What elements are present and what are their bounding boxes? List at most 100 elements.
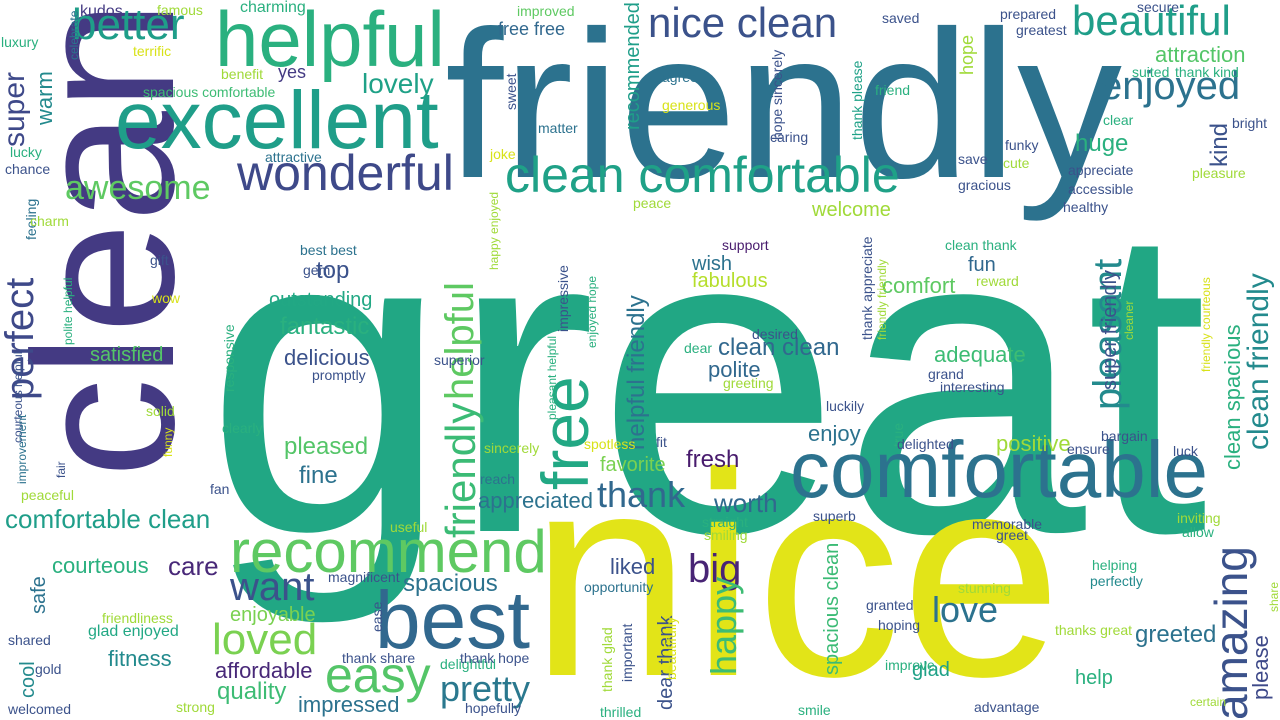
word-greet: greet (996, 527, 1028, 543)
word-advantage: advantage (974, 699, 1040, 715)
word-satisfied: satisfied (90, 344, 164, 366)
word-hope: hope (957, 34, 977, 75)
word-super-friendly: super friendly (1099, 269, 1121, 390)
word-hoping: hoping (878, 617, 921, 633)
word-hope-sincerely: hope sincerely (769, 49, 785, 140)
word-gracious: gracious (958, 177, 1011, 193)
word-appreciated: appreciated (478, 488, 593, 513)
word-helpful: helpful (215, 0, 445, 83)
word-glad: glad (912, 659, 950, 681)
word-funky: funky (1005, 137, 1039, 153)
word-thank-kind: thank kind (1175, 64, 1239, 80)
word-reward: reward (976, 273, 1019, 289)
word-spacious: spacious (403, 570, 498, 597)
word-accessible: accessible (1068, 181, 1134, 197)
word-glad-enjoyed: glad enjoyed (88, 623, 179, 640)
word-funny: funny (161, 427, 175, 457)
word-caring: caring (770, 129, 809, 145)
word-care: care (168, 551, 219, 581)
word-granted: granted (866, 597, 914, 613)
word-polite: polite (708, 357, 761, 382)
word-fresh: fresh (686, 446, 740, 473)
word-welcomed: welcomed (8, 701, 72, 717)
word-free: free (528, 376, 602, 490)
word-help: help (1075, 667, 1113, 689)
word-thank-share: thank share (342, 650, 416, 666)
word-terrific: terrific (133, 43, 172, 59)
word-hopefully: hopefully (465, 700, 522, 716)
word-easy: easy (325, 647, 431, 703)
word-prepared: prepared (1000, 6, 1057, 22)
word-gem: gem (303, 262, 331, 278)
word-loved: loved (212, 615, 318, 664)
word-adequate: adequate (934, 342, 1026, 367)
word-opportunity: opportunity (584, 579, 654, 595)
word-big: big (688, 547, 742, 591)
word-nice: nice (530, 413, 1062, 720)
word-comfortable: comfortable (790, 425, 1208, 514)
word-enjoyed: enjoyed (1100, 64, 1241, 108)
word-recommended: recommended (622, 2, 644, 130)
word-smiling: smiling (704, 527, 748, 543)
word-benefit: benefit (221, 66, 264, 82)
word-best-best: best best (300, 242, 357, 258)
word-thank-hope: thank hope (460, 650, 530, 666)
word-sweet: sweet (503, 73, 519, 110)
word-huge: huge (1075, 130, 1129, 157)
word-friendliness: friendliness (102, 610, 173, 626)
word-healthy: healthy (1063, 199, 1109, 215)
word-clear: clear (1103, 112, 1134, 128)
word-inviting: inviting (1177, 510, 1221, 526)
word-perfectly: perfectly (1090, 573, 1143, 589)
word-welcome: welcome (812, 199, 891, 221)
word-promptly: promptly (312, 367, 366, 383)
word-kind: kind (1206, 122, 1233, 167)
word-superior: superior (434, 352, 485, 368)
word-fun: fun (968, 254, 996, 276)
word-shared: shared (8, 632, 51, 648)
word-thrilled: thrilled (600, 704, 642, 720)
word-fantastic: fantastic (280, 313, 370, 340)
word-friendly-vertical: friendly (437, 402, 484, 538)
word-allow: allow (1182, 524, 1214, 540)
word-charming: charming (240, 0, 306, 16)
word-delicious: delicious (284, 345, 370, 370)
word-peaceful: peaceful (21, 487, 74, 503)
word-useful: useful (390, 519, 428, 535)
word-smile: smile (798, 702, 831, 718)
word-fan: fan (210, 481, 230, 497)
word-wonderful: wonderful (237, 145, 454, 201)
word-enjoyed-hope: enjoyed hope (585, 275, 599, 348)
word-cute: cute (1003, 155, 1030, 171)
word-fit: fit (656, 434, 667, 450)
word-greatest: greatest (1016, 22, 1067, 38)
word-bright: bright (1232, 115, 1268, 131)
word-clean-friendly: clean friendly (1242, 273, 1275, 450)
word-clean-thank: clean thank (945, 237, 1017, 253)
word-certain: certain (1190, 695, 1227, 709)
word-free-free: free free (498, 19, 566, 39)
word-comfort: comfort (882, 273, 956, 298)
word-happy: happy (703, 576, 744, 675)
word-cleaner: cleaner (1122, 300, 1136, 340)
word-friendly: friendly (445, 0, 1122, 222)
word-love: love (932, 589, 999, 630)
word-impressive: impressive (555, 265, 571, 332)
word-fine: fine (299, 462, 338, 489)
word-ease: ease (369, 601, 385, 632)
word-clean-clean: clean clean (718, 334, 840, 361)
word-quality: quality (217, 678, 287, 705)
word-bargain: bargain (1101, 428, 1148, 444)
word-worth: worth (714, 488, 778, 518)
word-comfortable-clean: comfortable clean (5, 504, 211, 534)
word-affordable: affordable (215, 658, 313, 683)
word-superb: superb (813, 508, 856, 524)
word-charm: charm (30, 213, 69, 229)
word-grand: grand (928, 366, 964, 382)
word-reach: reach (480, 471, 516, 487)
word-please: please (1248, 635, 1273, 700)
word-strong: strong (176, 699, 215, 715)
word-friend: friend (875, 82, 911, 98)
word-helpful-vertical: helpful (438, 282, 482, 400)
word-spotless: spotless (584, 436, 636, 452)
